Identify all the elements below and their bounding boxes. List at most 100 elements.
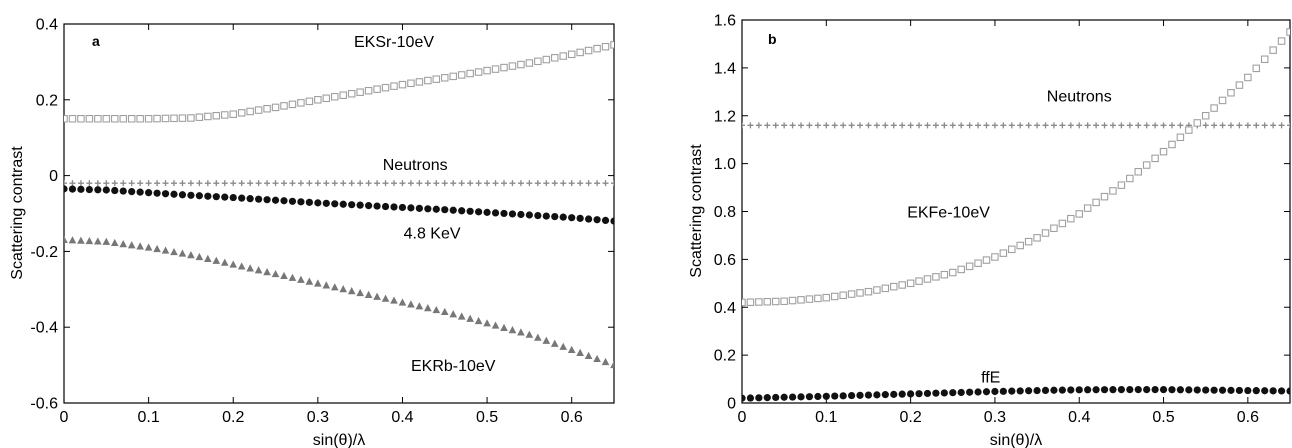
point-neutrons	[1025, 122, 1032, 129]
point-ekrb-10ev	[178, 249, 187, 257]
point-ffe	[881, 391, 889, 399]
annotation-ekrb-10ev: EKRb-10eV	[411, 358, 496, 375]
point-ffe	[991, 387, 999, 396]
point-neutrons	[1160, 122, 1167, 129]
point-neutrons	[602, 180, 609, 187]
point-neutrons	[433, 180, 440, 187]
point-eksr-10ev	[356, 88, 364, 96]
point-ffe	[1008, 387, 1016, 395]
point-neutrons	[983, 122, 990, 129]
point-ffe	[1033, 386, 1041, 395]
point-eksr-10ev	[119, 115, 127, 123]
point-neutrons	[1177, 122, 1184, 129]
point-ekfe-10ev	[957, 265, 965, 274]
point-ekfe-10ev	[763, 297, 772, 306]
point-4-8-kev	[525, 211, 533, 219]
point-ekrb-10ev	[356, 288, 364, 297]
point-neutrons	[331, 180, 338, 187]
point-ffe	[780, 393, 788, 401]
point-ffe	[1092, 386, 1100, 394]
point-neutrons	[899, 122, 906, 129]
x-tick-labels-a: 0 0.1 0.2 0.3 0.4 0.5 0.6	[60, 409, 583, 426]
point-4-8-kev	[128, 187, 136, 196]
point-ffe	[1151, 385, 1159, 394]
point-4-8-kev	[119, 187, 127, 195]
point-ekrb-10ev	[407, 300, 415, 308]
point-ffe	[1025, 387, 1033, 395]
point-4-8-kev	[407, 204, 415, 212]
point-4-8-kev	[534, 211, 542, 220]
point-ffe	[814, 392, 822, 401]
point-eksr-10ev	[457, 71, 466, 79]
point-ffe	[1100, 386, 1109, 394]
point-4-8-kev	[322, 199, 330, 207]
point-ekfe-10ev	[1201, 112, 1210, 120]
series-neutrons	[64, 180, 614, 187]
point-ekfe-10ev	[1227, 89, 1235, 97]
point-ekfe-10ev	[915, 277, 923, 285]
point-neutrons	[264, 180, 271, 187]
point-neutrons	[196, 180, 203, 187]
point-ffe	[1286, 387, 1290, 395]
point-neutrons	[348, 180, 355, 187]
point-eksr-10ev	[373, 85, 381, 93]
point-4-8-kev	[204, 192, 212, 200]
annotation-neutrons: Neutrons	[1047, 88, 1112, 105]
point-neutrons	[1135, 122, 1142, 129]
series-ekrb-10ev	[64, 235, 614, 369]
point-ekfe-10ev	[1008, 245, 1016, 254]
point-ekfe-10ev	[1235, 81, 1244, 89]
point-ekfe-10ev	[1041, 229, 1050, 237]
point-neutrons	[1236, 122, 1243, 129]
point-ekrb-10ev	[415, 302, 424, 310]
point-neutrons	[120, 180, 127, 187]
annotation-eksr-10ev: EKSr-10eV	[354, 34, 434, 51]
point-neutrons	[1211, 122, 1218, 129]
point-neutrons	[1101, 122, 1108, 129]
point-eksr-10ev	[64, 115, 68, 123]
point-neutrons	[1143, 122, 1150, 129]
point-neutrons	[162, 180, 169, 187]
point-ffe	[772, 393, 780, 402]
x-tick-label: 0.6	[1237, 409, 1259, 426]
point-ekfe-10ev	[1151, 154, 1159, 163]
point-ekfe-10ev	[974, 259, 982, 267]
point-neutrons	[932, 122, 939, 129]
point-eksr-10ev	[517, 60, 525, 69]
point-ffe	[949, 389, 957, 397]
point-ffe	[915, 390, 923, 398]
point-ekrb-10ev	[322, 281, 331, 289]
point-4-8-kev	[288, 197, 297, 205]
point-neutrons	[764, 122, 771, 129]
point-neutrons	[450, 180, 457, 187]
point-ekrb-10ev	[187, 250, 195, 259]
point-4-8-kev	[424, 205, 432, 213]
point-4-8-kev	[365, 202, 373, 210]
point-4-8-kev	[246, 195, 254, 203]
point-ffe	[1058, 386, 1066, 394]
point-4-8-kev	[178, 191, 187, 199]
point-neutrons	[357, 180, 364, 187]
point-neutrons	[77, 180, 84, 187]
point-ekrb-10ev	[195, 252, 204, 261]
point-ekfe-10ev	[1260, 55, 1269, 64]
point-eksr-10ev	[576, 48, 584, 57]
point-ekrb-10ev	[559, 342, 568, 350]
point-ekfe-10ev	[873, 286, 881, 294]
tick-marks-a	[63, 23, 614, 404]
point-ekfe-10ev	[1134, 168, 1142, 176]
point-neutrons	[213, 180, 220, 187]
point-4-8-kev	[517, 210, 525, 219]
panel-label-b: b	[768, 31, 777, 47]
point-ffe	[742, 394, 746, 402]
point-ekfe-10ev	[923, 275, 932, 283]
point-ekfe-10ev	[1033, 234, 1041, 242]
point-neutrons	[949, 122, 956, 129]
point-ekrb-10ev	[432, 305, 441, 314]
point-ekrb-10ev	[85, 236, 94, 245]
point-neutrons	[204, 180, 211, 187]
point-ekfe-10ev	[746, 298, 755, 306]
y-tick-label: 0.8	[714, 204, 736, 221]
point-ekfe-10ev	[755, 298, 763, 306]
point-eksr-10ev	[432, 75, 441, 83]
